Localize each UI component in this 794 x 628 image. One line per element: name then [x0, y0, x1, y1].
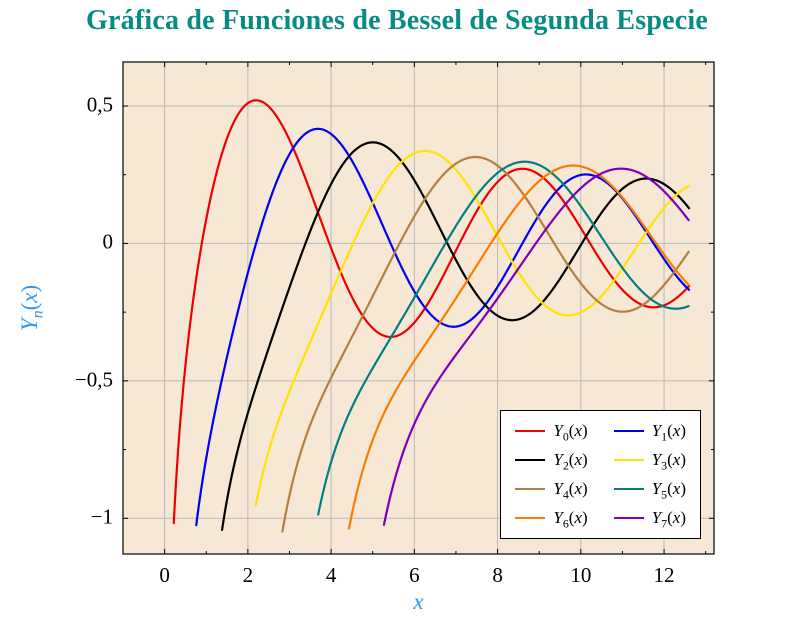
legend-entry-Y_4(x): Y4(x) — [515, 479, 588, 502]
series-curve-Y_1(x) — [195, 127, 691, 527]
x-tick-label: 8 — [492, 563, 503, 587]
legend-entry-Y_1(x): Y1(x) — [613, 421, 686, 444]
y-tick-label: 0 — [102, 229, 114, 254]
legend-label: Y0(x) — [553, 421, 588, 444]
legend-line-sample — [613, 458, 644, 462]
legend-entry-Y_2(x): Y2(x) — [515, 450, 588, 473]
legend-line-sample — [515, 516, 546, 520]
series-curve-Y_2(x) — [220, 141, 691, 532]
legend-line-sample — [613, 516, 644, 520]
legend-line-sample — [613, 429, 644, 433]
x-tick-label: 6 — [409, 563, 420, 587]
legend-box: Y0(x) Y1(x) Y2(x) Y3(x) Y4(x) Y5(x) Y6(x) Y7(x) — [500, 410, 701, 539]
series-curve-Y_5(x) — [317, 160, 690, 516]
x-tick-label: 10 — [570, 563, 592, 587]
legend-label: Y6(x) — [553, 508, 588, 531]
legend-label: Y2(x) — [553, 450, 588, 473]
legend-line-sample — [613, 487, 644, 491]
series-curve-Y_7(x) — [382, 167, 690, 526]
legend-line-sample — [515, 487, 546, 491]
series-curve-Y_3(x) — [254, 149, 690, 507]
x-tick-label: 12 — [653, 563, 675, 587]
legend-label: Y5(x) — [651, 479, 686, 502]
x-axis-label: x — [413, 589, 424, 614]
series-curve-Y_6(x) — [347, 164, 690, 530]
legend-entry-Y_5(x): Y5(x) — [613, 479, 686, 502]
legend-line-sample — [515, 429, 546, 433]
legend-entry-Y_7(x): Y7(x) — [613, 508, 686, 531]
y-tick-label: 0,5 — [86, 92, 113, 117]
y-tick-label: −1 — [90, 504, 113, 529]
series-curve-Y_4(x) — [281, 155, 690, 533]
chart-title: Gráfica de Funciones de Bessel de Segund… — [86, 5, 708, 36]
plot-border — [122, 61, 715, 555]
x-tick-label: 2 — [242, 563, 254, 587]
x-tick-label: 4 — [325, 563, 337, 587]
legend-entry-Y_6(x): Y6(x) — [515, 508, 588, 531]
x-tick-label: 0 — [159, 563, 170, 587]
legend-line-sample — [515, 458, 546, 462]
y-axis-label: Yn(x) — [17, 284, 47, 332]
legend-entry-Y_3(x): Y3(x) — [613, 450, 686, 473]
legend-label: Y7(x) — [651, 508, 686, 531]
legend-label: Y3(x) — [651, 450, 686, 473]
legend-label: Y4(x) — [553, 479, 588, 502]
y-tick-label: −0,5 — [74, 367, 113, 392]
series-curve-Y_0(x) — [172, 99, 691, 525]
legend-entry-Y_0(x): Y0(x) — [515, 421, 588, 444]
legend-label: Y1(x) — [651, 421, 686, 444]
